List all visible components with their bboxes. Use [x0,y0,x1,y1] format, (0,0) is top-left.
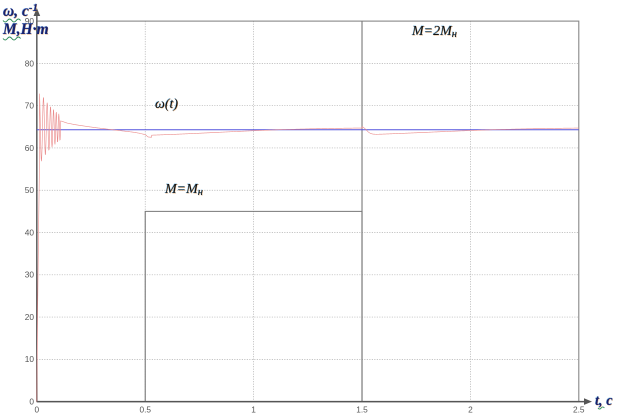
svg-text:60: 60 [25,143,35,153]
svg-text:70: 70 [25,101,35,111]
svg-text:80: 80 [25,58,35,68]
svg-text:0: 0 [34,405,39,414]
svg-text:2: 2 [468,405,473,414]
svg-text:M=2Mн: M=2Mн [411,24,457,40]
svg-text:50: 50 [25,185,35,195]
svg-text:10: 10 [25,354,35,364]
svg-text:t, c: t, c [595,393,613,409]
svg-text:1: 1 [251,405,256,414]
svg-text:M=Mн: M=Mн [164,182,203,198]
svg-text:0.5: 0.5 [139,405,151,414]
svg-text:30: 30 [25,270,35,280]
svg-text:40: 40 [25,227,35,237]
svg-text:1.5: 1.5 [356,405,368,414]
svg-text:ω(t): ω(t) [155,97,178,112]
svg-text:M,H·m: M,H·m [2,21,49,38]
svg-text:20: 20 [25,312,35,322]
svg-text:2.5: 2.5 [573,405,585,414]
